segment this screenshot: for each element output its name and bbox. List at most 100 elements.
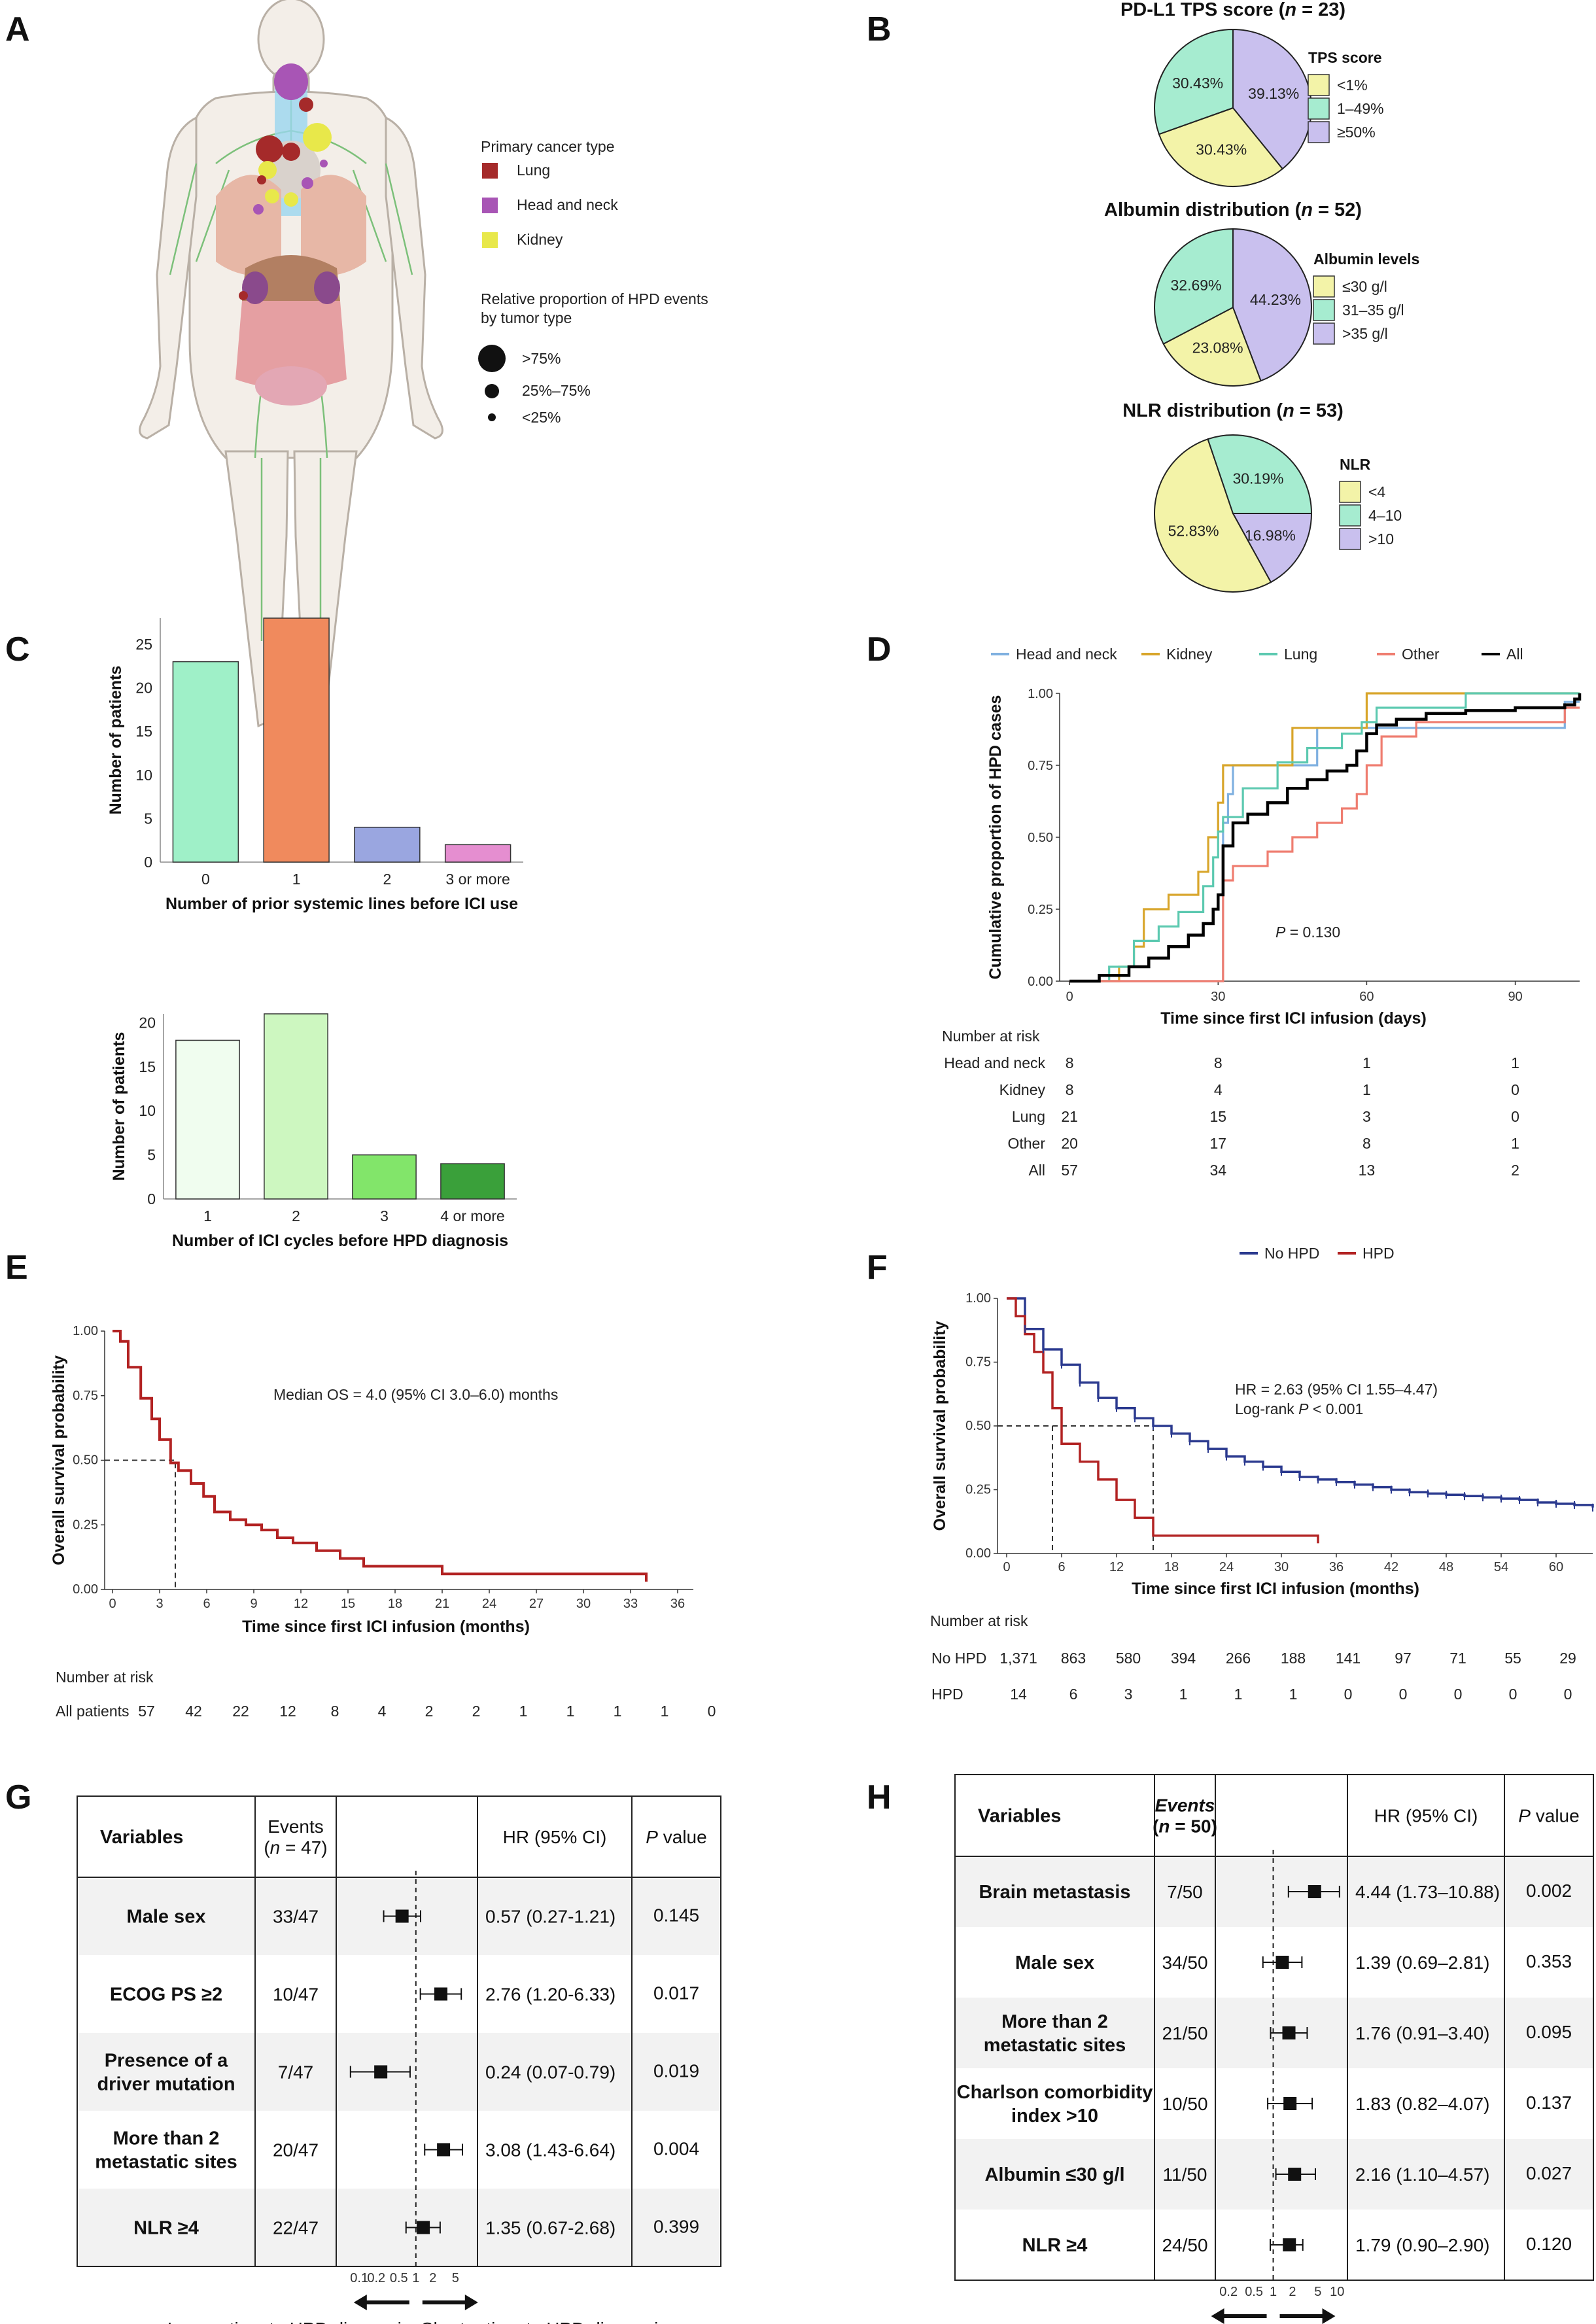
risk-value-e: 1 <box>519 1703 528 1720</box>
forest-hr-text: 1.76 (0.91–3.40) <box>1355 2023 1490 2043</box>
risk-value-d: 8 <box>1066 1054 1074 1071</box>
x-tick-label-e: 24 <box>482 1597 496 1611</box>
pie-slice-B1-1 <box>1154 28 1234 135</box>
risk-value-d: 15 <box>1209 1108 1226 1125</box>
risk-value-e: 0 <box>708 1703 716 1720</box>
pie-legend-label-B1-1: 1–49% <box>1337 100 1384 117</box>
p-value-annotation-d: P = 0.130 <box>1275 924 1340 941</box>
forest-variable-label: Male sex <box>127 1907 206 1928</box>
logrank-annotation-f: Log-rank P < 0.001 <box>1235 1400 1363 1417</box>
x-tick-label-e: 12 <box>294 1597 308 1611</box>
pie-legend-label-B1-2: ≥50% <box>1337 124 1376 141</box>
x-tick-label-e: 27 <box>529 1597 544 1611</box>
bar-c1-1 <box>263 617 330 863</box>
risk-value-f: 266 <box>1226 1650 1251 1667</box>
y-tick-label-e: 0.50 <box>73 1453 98 1468</box>
forest-events-value: 11/50 <box>1163 2164 1207 2185</box>
forest-events-value: 10/47 <box>273 1985 319 2005</box>
x-axis-title-c1: Number of prior systemic lines before IC… <box>165 895 518 913</box>
forest-x-tick-label: 0.2 <box>367 2271 385 2285</box>
forest-variable-label: Presence of a <box>105 2051 228 2072</box>
risk-value-f: 71 <box>1449 1650 1466 1667</box>
size-legend-medium-label: 25%–75% <box>522 382 591 399</box>
x-tick-label-e: 3 <box>156 1597 163 1611</box>
forest-table-G: Variables Events(n = 47) HR (95% CI) P valu… <box>77 1795 721 2324</box>
forest-arrowhead-right <box>1322 2308 1336 2324</box>
risk-row-label-d-0: Head and neck <box>944 1054 1045 1071</box>
risk-value-f: 0 <box>1509 1686 1518 1703</box>
pie-legend-label-B3-2: >10 <box>1368 530 1394 547</box>
x-axis-title-c2: Number of ICI cycles before HPD diagnosi… <box>172 1232 508 1250</box>
forest-x-tick-label: 2 <box>1289 2285 1296 2299</box>
pie-slice-B2-0 <box>1162 306 1262 387</box>
x-tick-label-f: 30 <box>1274 1560 1289 1574</box>
x-tick-label-c1-2: 2 <box>383 871 391 888</box>
risk-value-f: 141 <box>1336 1650 1361 1667</box>
pie-legend-title-B3: NLR <box>1340 456 1371 473</box>
x-tick-label-e: 21 <box>435 1597 449 1611</box>
bar-c2-0 <box>175 1039 240 1200</box>
legend-label-d-2: Lung <box>1284 646 1317 663</box>
forest-header-hr: HR (95% CI) <box>1374 1806 1478 1826</box>
forest-point-estimate <box>1275 1956 1289 1969</box>
y-tick-label-f: 0.00 <box>965 1546 991 1561</box>
x-tick-label-c1-1: 1 <box>292 871 301 888</box>
x-tick-label-f: 6 <box>1058 1560 1065 1574</box>
risk-row-label-d-4: All <box>1028 1162 1045 1179</box>
pie-title-B1: PD-L1 TPS score (n = 23) <box>1120 0 1345 20</box>
risk-value-d: 0 <box>1511 1108 1519 1125</box>
forest-point-estimate <box>395 1909 409 1923</box>
forest-x-tick-label: 5 <box>452 2271 459 2285</box>
cumulative-incidence-chart: Head and neck Kidney Lung Other All 0.00 0.25 0… <box>942 646 1582 1179</box>
x-tick-label-f: 24 <box>1219 1560 1234 1574</box>
forest-variable-label: Albumin ≤30 g/l <box>984 2164 1124 2185</box>
forest-row-bg <box>955 1856 1593 1927</box>
pie-slice-B3-1 <box>1207 434 1313 514</box>
risk-value-d: 13 <box>1359 1162 1376 1179</box>
forest-hr-text: 2.76 (1.20-6.33) <box>485 1985 616 2005</box>
y-axis-title-e: Overall survival probability <box>50 1355 68 1565</box>
size-legend-small-label: <25% <box>522 409 561 426</box>
forest-point-estimate <box>1288 2168 1302 2181</box>
pie-legend-swatch-B1-0 <box>1308 74 1330 96</box>
legend-label-d-4: All <box>1506 646 1523 663</box>
forest-table-H: Variables Events(n = 50) HR (95% CI) P valu… <box>954 1774 1594 2324</box>
risk-table-title-d: Number at risk <box>942 1028 1040 1045</box>
x-tick-label-f: 54 <box>1494 1560 1508 1574</box>
cancer-type-swatch-0 <box>482 163 498 179</box>
bar-c1-3 <box>444 844 512 863</box>
y-tick-label-e: 1.00 <box>73 1324 98 1338</box>
forest-variable-label: NLR ≥4 <box>133 2218 199 2239</box>
cancer-type-legend-title: Primary cancer type <box>481 138 615 155</box>
km-curve-d-2 <box>1069 692 1580 982</box>
pie-legend-swatch-B3-1 <box>1339 504 1361 527</box>
forest-variable-label: metastatic sites <box>95 2152 237 2173</box>
forest-hr-text: 1.83 (0.82–4.07) <box>1355 2094 1490 2114</box>
risk-value-e: 12 <box>279 1703 296 1720</box>
x-axis-title-e: Time since first ICI infusion (months) <box>242 1618 530 1636</box>
forest-x-tick-label: 10 <box>1330 2285 1344 2299</box>
x-tick-label-d: 30 <box>1211 990 1225 1004</box>
risk-value-d: 1 <box>1511 1054 1519 1071</box>
x-tick-label-c2-3: 4 or more <box>440 1207 504 1224</box>
overall-survival-chart: 0.000.250.500.751.000 3 6 9 12 15 18 21 24 27 30 33… <box>50 1324 716 1720</box>
forest-p-value: 0.019 <box>653 2061 699 2081</box>
x-tick-label-f: 18 <box>1164 1560 1179 1574</box>
panel-label-g: G <box>5 1778 31 1816</box>
size-legend-medium-dot <box>485 384 499 398</box>
forest-header-p: P value <box>646 1827 706 1847</box>
bar-chart-c2: 0 5 10 15 20 1 2 3 4 or more Number of ICI cycles… <box>110 1013 517 1250</box>
size-legend-large-label: >75% <box>522 350 561 367</box>
y-tick-label-e: 0.25 <box>73 1518 98 1532</box>
forest-variable-label: ECOG PS ≥2 <box>110 1985 222 2005</box>
pie-legend-swatch-B1-1 <box>1308 97 1330 120</box>
risk-value-d: 1 <box>1362 1081 1371 1098</box>
bar-c2-1 <box>264 1013 328 1200</box>
risk-value-e: 1 <box>661 1703 669 1720</box>
pie-value-label-B2-1: 32.69% <box>1171 277 1222 294</box>
y-tick-label-c2: 15 <box>139 1058 156 1075</box>
y-tick-label-c1: 0 <box>144 854 152 871</box>
km-curve-e-0 <box>113 1330 648 1582</box>
risk-row-label-d-3: Other <box>1007 1135 1045 1152</box>
risk-value-f: 6 <box>1069 1686 1078 1703</box>
